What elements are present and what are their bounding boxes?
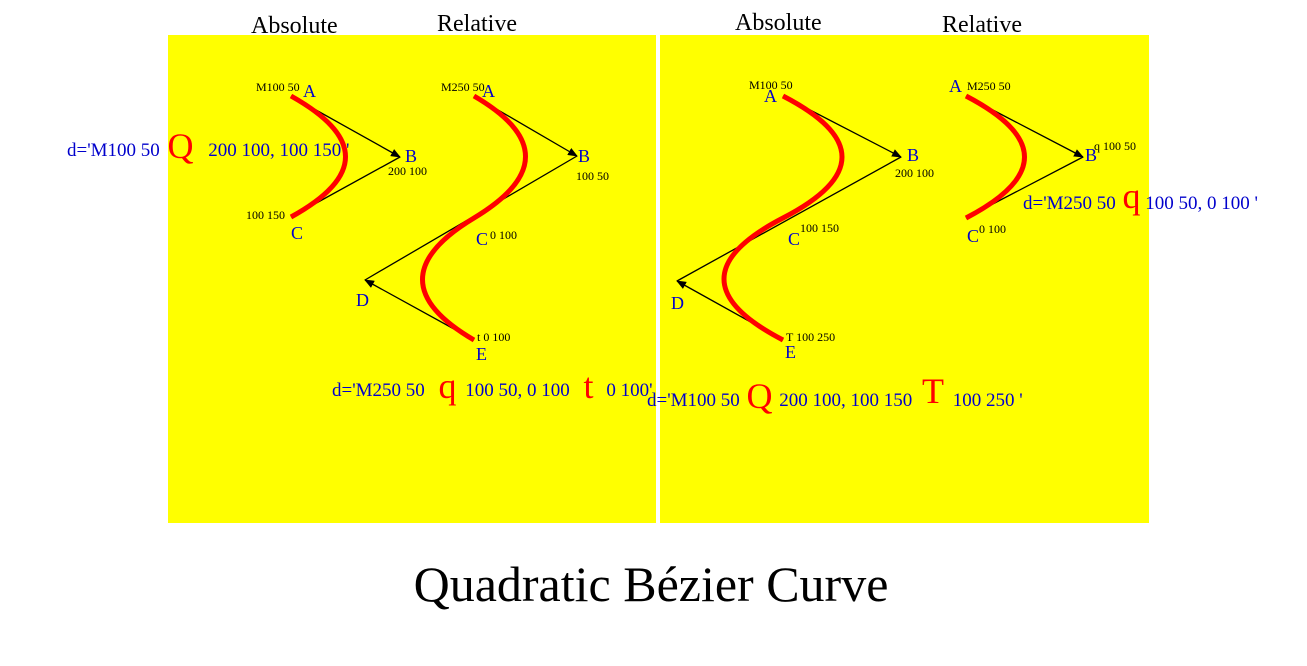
right-absolute-header: Absolute — [735, 10, 822, 36]
bezier-curve — [964, 93, 1027, 221]
point-label-c: C — [291, 223, 303, 243]
left-relative-header: Relative — [437, 11, 517, 37]
left-rel-figure: A B C D E M250 50 100 50 0 100 t 0 100 — [356, 80, 609, 364]
right-panel — [660, 35, 1149, 523]
right-abs-path-code: d='M100 50 Q 200 100, 100 150 T 100 250 … — [647, 371, 1023, 416]
coord-label: t 0 100 — [477, 330, 510, 344]
bezier-curve — [420, 93, 528, 343]
coord-label: M250 50 — [967, 79, 1011, 93]
bezier-curve — [289, 93, 348, 220]
point-label-b: B — [578, 146, 590, 166]
coord-label: 200 100 — [388, 164, 427, 178]
point-label-e: E — [785, 342, 796, 362]
left-abs-figure: A B C M100 50 200 100 100 150 — [246, 80, 427, 243]
right-abs-figure: A B C D E M100 50 200 100 100 150 T 100 … — [671, 78, 934, 362]
point-label-d: D — [671, 293, 684, 313]
right-relative-header: Relative — [942, 12, 1022, 38]
page-title: Quadratic Bézier Curve — [414, 556, 889, 612]
point-label-b: B — [1085, 145, 1097, 165]
coord-label: 200 100 — [895, 166, 934, 180]
coord-label: M100 50 — [749, 78, 793, 92]
point-label-c: C — [476, 229, 488, 249]
point-label-b: B — [907, 145, 919, 165]
coord-label: T 100 250 — [786, 330, 835, 344]
left-absolute-header: Absolute — [251, 13, 338, 39]
control-line — [676, 156, 902, 282]
point-label-c: C — [788, 229, 800, 249]
coord-label: M100 50 — [256, 80, 300, 94]
coord-label: 100 150 — [246, 208, 285, 222]
coord-label: q 100 50 — [1094, 139, 1136, 153]
right-rel-path-code: d='M250 50 q 100 50, 0 100 ' — [1023, 176, 1258, 216]
left-abs-path-code: d='M100 50 Q 200 100, 100 150 ' — [67, 126, 349, 166]
point-label-a: A — [482, 81, 495, 101]
point-label-a: A — [949, 76, 962, 96]
point-label-c: C — [967, 226, 979, 246]
coord-label: 100 50 — [576, 169, 609, 183]
left-rel-path-code: d='M250 50 q 100 50, 0 100 t 0 100' — [332, 366, 653, 406]
point-label-a: A — [303, 81, 316, 101]
bezier-curve — [721, 93, 845, 343]
coord-label: 100 150 — [800, 221, 839, 235]
point-label-e: E — [476, 344, 487, 364]
point-label-b: B — [405, 146, 417, 166]
coord-label: M250 50 — [441, 80, 485, 94]
point-label-a: A — [764, 86, 777, 106]
point-label-d: D — [356, 290, 369, 310]
right-rel-figure: A B C M250 50 q 100 50 0 100 — [949, 76, 1136, 246]
coord-label: 0 100 — [490, 228, 517, 242]
coord-label: 0 100 — [979, 222, 1006, 236]
left-panel — [168, 35, 656, 523]
